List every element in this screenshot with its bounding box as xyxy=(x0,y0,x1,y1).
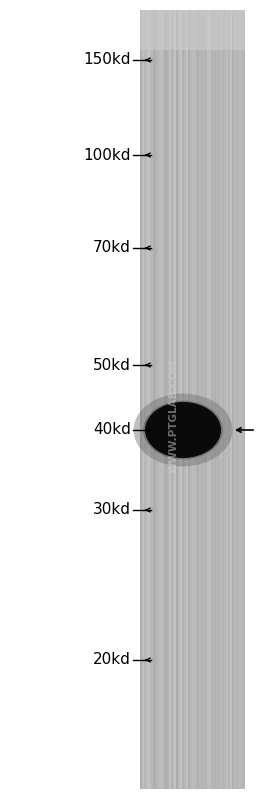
Bar xyxy=(169,10,171,789)
Bar xyxy=(237,10,239,789)
Bar xyxy=(213,10,214,789)
Bar xyxy=(192,10,193,789)
Bar xyxy=(193,10,195,789)
Bar xyxy=(153,10,155,789)
Bar xyxy=(163,10,165,789)
Bar xyxy=(176,10,178,789)
Bar xyxy=(203,10,205,789)
Ellipse shape xyxy=(134,394,232,467)
Bar xyxy=(220,10,222,789)
Bar xyxy=(239,10,241,789)
Bar xyxy=(150,10,151,789)
Bar xyxy=(199,10,201,789)
Bar xyxy=(222,10,224,789)
Bar xyxy=(234,10,235,789)
Bar xyxy=(201,10,203,789)
Bar xyxy=(241,10,243,789)
Bar xyxy=(235,10,237,789)
Text: 40kd: 40kd xyxy=(93,423,131,438)
Bar xyxy=(214,10,216,789)
Text: 30kd: 30kd xyxy=(93,503,131,518)
Bar xyxy=(172,10,174,789)
Ellipse shape xyxy=(145,402,221,458)
Bar xyxy=(188,10,190,789)
Ellipse shape xyxy=(143,400,223,459)
Bar xyxy=(184,10,186,789)
Bar xyxy=(224,10,226,789)
Bar xyxy=(197,10,199,789)
Bar xyxy=(157,10,159,789)
Bar xyxy=(207,10,209,789)
Bar xyxy=(167,10,169,789)
Bar xyxy=(171,10,172,789)
Bar xyxy=(144,10,146,789)
Bar xyxy=(243,10,245,789)
Bar xyxy=(146,10,148,789)
Bar xyxy=(178,10,180,789)
Text: 20kd: 20kd xyxy=(93,653,131,667)
Bar xyxy=(151,10,153,789)
Text: 50kd: 50kd xyxy=(93,357,131,372)
Bar xyxy=(174,10,176,789)
Bar xyxy=(209,10,211,789)
Text: 150kd: 150kd xyxy=(83,53,131,67)
Bar xyxy=(140,10,245,50)
Bar xyxy=(211,10,213,789)
Text: WWW.PTGLAB.COM: WWW.PTGLAB.COM xyxy=(169,358,179,473)
Bar xyxy=(216,10,218,789)
Bar xyxy=(140,10,142,789)
Bar xyxy=(182,10,184,789)
Bar xyxy=(205,10,207,789)
Text: 70kd: 70kd xyxy=(93,240,131,256)
Bar xyxy=(180,10,182,789)
Bar xyxy=(226,10,228,789)
Bar xyxy=(190,10,192,789)
Bar xyxy=(186,10,188,789)
Text: 100kd: 100kd xyxy=(83,148,131,162)
Bar xyxy=(148,10,150,789)
Bar xyxy=(195,10,197,789)
Bar xyxy=(232,10,234,789)
Bar xyxy=(142,10,144,789)
Bar xyxy=(165,10,167,789)
Bar xyxy=(218,10,220,789)
Bar xyxy=(228,10,230,789)
Bar xyxy=(155,10,157,789)
Bar xyxy=(140,10,245,789)
Bar xyxy=(161,10,163,789)
Bar xyxy=(230,10,232,789)
Bar xyxy=(159,10,161,789)
